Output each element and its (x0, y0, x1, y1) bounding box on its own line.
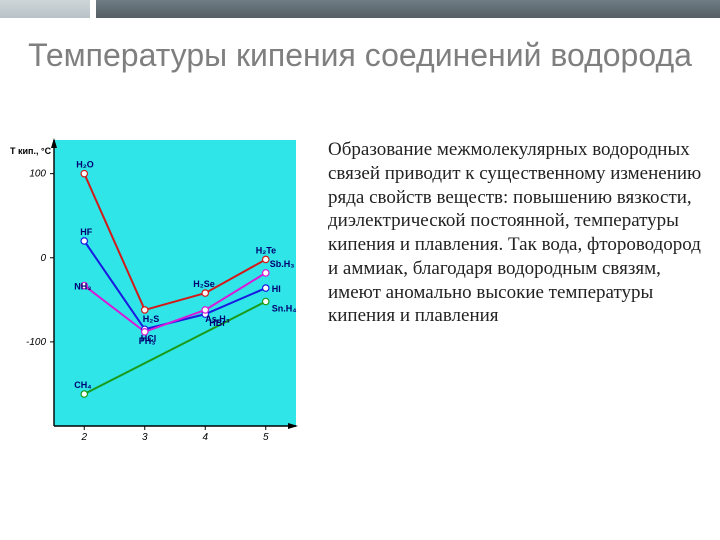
svg-text:As.H₃: As.H₃ (205, 314, 230, 324)
svg-text:H₂Se: H₂Se (193, 279, 215, 289)
svg-text:H₂Te: H₂Te (256, 245, 276, 255)
svg-text:Sn.H₄: Sn.H₄ (272, 304, 297, 314)
svg-text:NH₃: NH₃ (74, 282, 91, 292)
svg-text:H₂O: H₂O (76, 160, 94, 170)
boiling-point-chart: 1000-1002345T кип., °CH₂OH₂SH₂SeH₂TeHFHC… (6, 132, 306, 452)
svg-text:3: 3 (142, 432, 148, 443)
svg-text:4: 4 (202, 432, 208, 443)
svg-text:2: 2 (80, 432, 87, 443)
svg-text:HI: HI (272, 284, 281, 294)
svg-text:PH₃: PH₃ (139, 336, 156, 346)
svg-text:0: 0 (40, 253, 46, 264)
svg-text:Sb.H₃: Sb.H₃ (270, 259, 295, 269)
decor-topbar (0, 0, 720, 18)
svg-text:T кип., °C: T кип., °C (10, 146, 52, 156)
svg-text:HF: HF (80, 227, 92, 237)
slide-title: Температуры кипения соединений водорода (0, 38, 720, 73)
body-text: Образование межмолекулярных водородных с… (320, 138, 720, 530)
chart-container: 1000-1002345T кип., °CH₂OH₂SH₂SeH₂TeHFHC… (0, 138, 320, 530)
svg-text:H₂S: H₂S (143, 314, 160, 324)
svg-text:CH₄: CH₄ (74, 380, 91, 390)
svg-text:100: 100 (29, 169, 46, 180)
svg-text:-100: -100 (26, 337, 46, 348)
svg-text:5: 5 (263, 432, 269, 443)
